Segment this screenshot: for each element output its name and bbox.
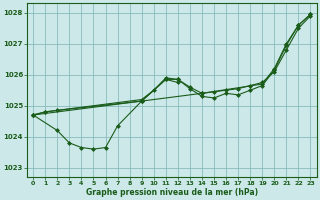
X-axis label: Graphe pression niveau de la mer (hPa): Graphe pression niveau de la mer (hPa) [86, 188, 258, 197]
